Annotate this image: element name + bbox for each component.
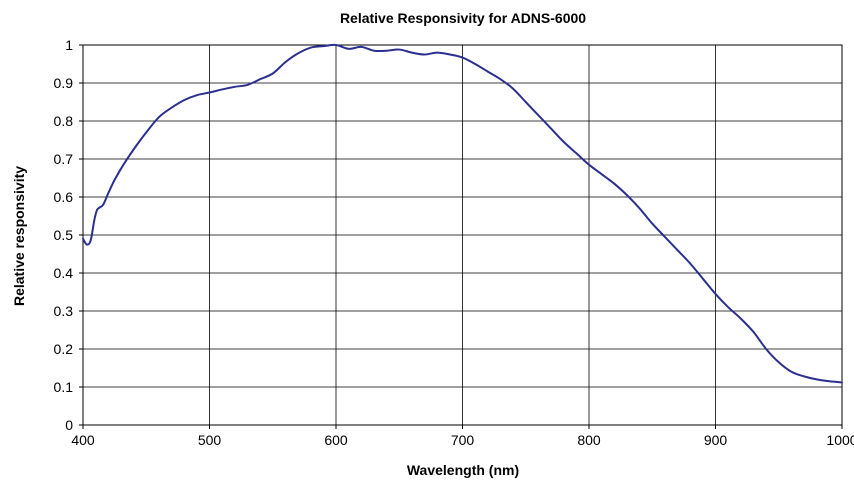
x-axis-ticks: 400 500 600 700 800 900 1000 xyxy=(71,425,854,448)
x-tick-label: 700 xyxy=(451,432,475,448)
grid-lines xyxy=(82,44,843,426)
y-tick-label: 0 xyxy=(65,417,73,433)
y-tick-label: 0.1 xyxy=(54,379,74,395)
x-tick-label: 800 xyxy=(577,432,601,448)
x-tick-label: 600 xyxy=(324,432,348,448)
x-tick-label: 900 xyxy=(704,432,728,448)
y-tick-label: 0.8 xyxy=(54,113,74,129)
y-tick-label: 0.4 xyxy=(54,265,74,281)
y-tick-label: 0.2 xyxy=(54,341,74,357)
y-tick-label: 1 xyxy=(65,37,73,53)
responsivity-series-line xyxy=(82,43,843,384)
y-tick-label: 0.3 xyxy=(54,303,74,319)
x-axis-label: Wavelength (nm) xyxy=(407,462,519,478)
y-axis-label: Relative responsivity xyxy=(11,166,27,306)
y-tick-label: 0.7 xyxy=(54,151,74,167)
x-tick-label: 400 xyxy=(71,432,95,448)
x-tick-label: 500 xyxy=(198,432,222,448)
y-tick-label: 0.9 xyxy=(54,75,74,91)
x-tick-label: 1000 xyxy=(826,432,854,448)
chart-title: Relative Responsivity for ADNS-6000 xyxy=(340,10,586,26)
y-tick-label: 0.6 xyxy=(54,189,74,205)
y-axis-ticks: 0 0.1 0.2 0.3 0.4 0.5 0.6 0.7 0.8 0.9 1 xyxy=(54,37,83,433)
y-tick-label: 0.5 xyxy=(54,227,74,243)
